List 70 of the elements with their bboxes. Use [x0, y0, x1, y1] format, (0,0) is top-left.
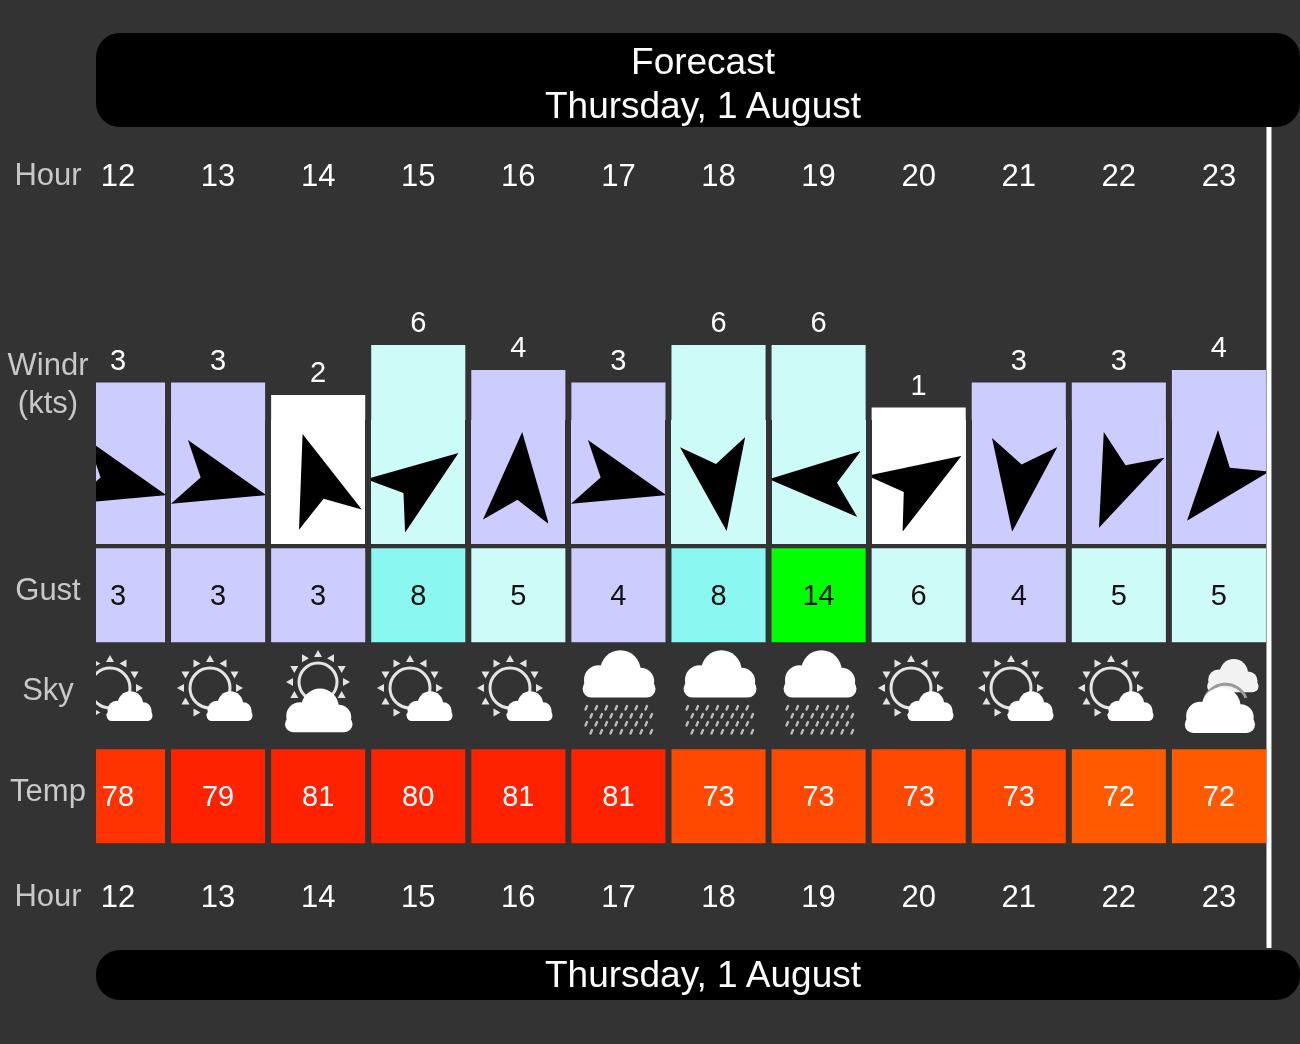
x-axis-title: Hour	[13, 156, 83, 194]
x-tick-label: 23	[1201, 878, 1237, 914]
x-tick-label: 17	[601, 878, 636, 914]
x-tick-label: 21	[1001, 878, 1036, 914]
data-label: 72	[1102, 780, 1135, 813]
data-label: 8	[410, 579, 427, 612]
data-label: 78	[101, 780, 135, 813]
data-label: 3	[109, 343, 127, 376]
x-tick-label: 13	[200, 878, 236, 914]
x-tick-label: 19	[801, 158, 836, 193]
data-label: 3	[1110, 343, 1127, 376]
data-label: 3	[1010, 343, 1027, 376]
data-label: 72	[1202, 780, 1236, 813]
data-label: 8	[710, 579, 727, 612]
data-label: 4	[1010, 579, 1027, 612]
x-tick-label: 18	[701, 878, 736, 914]
x-tick-label: 16	[501, 158, 536, 193]
x-tick-label: 16	[501, 878, 536, 914]
data-label: 3	[210, 343, 227, 376]
title-banner: Forecast Thursday, 1 August	[96, 33, 1300, 127]
data-label: 1	[910, 368, 927, 401]
x-tick-label: 23	[1201, 158, 1237, 193]
footer-banner: Thursday, 1 August	[96, 950, 1300, 1000]
data-label: 73	[702, 780, 735, 813]
data-label: 6	[410, 306, 427, 338]
data-label: 6	[810, 306, 827, 338]
data-label: 5	[1110, 579, 1127, 612]
data-label: 80	[402, 780, 435, 813]
data-label: 81	[502, 780, 535, 813]
x-tick-label: 12	[100, 878, 136, 914]
data-label: 79	[201, 780, 235, 813]
x-tick-label: 21	[1001, 158, 1036, 193]
x-tick-label: 12	[100, 158, 136, 193]
x-tick-label: 19	[801, 878, 836, 914]
data-label: 81	[302, 780, 335, 813]
x-tick-label: 15	[401, 878, 436, 914]
x-tick-label: 20	[901, 878, 936, 914]
x-tick-label: 22	[1101, 158, 1137, 193]
x-tick-label: 14	[300, 878, 336, 914]
data-label: 6	[910, 579, 927, 612]
data-label: 14	[802, 579, 835, 612]
data-label: 2	[310, 356, 327, 388]
data-label: 3	[310, 579, 327, 612]
y-tick-label: Sky	[22, 672, 75, 708]
x-axis-title: Hour	[13, 877, 83, 915]
data-label: 3	[610, 343, 627, 376]
chart-subtitle: Thursday, 1 August	[543, 84, 863, 128]
y-axis-title: Windr (kts)	[6, 346, 90, 422]
data-label: 73	[1002, 780, 1035, 813]
data-label: 4	[610, 579, 627, 612]
x-tick-label: 13	[200, 158, 236, 193]
y-tick-label: Gust	[15, 571, 82, 607]
data-label: 73	[902, 780, 935, 813]
y-tick-label: Temp	[10, 772, 86, 808]
data-label: 4	[510, 331, 527, 363]
data-label: 6	[710, 306, 727, 338]
x-tick-label: 20	[901, 158, 936, 193]
data-label: 81	[602, 780, 635, 813]
data-label: 73	[802, 780, 835, 813]
x-tick-label: 18	[701, 158, 736, 193]
data-label: 3	[210, 579, 227, 612]
data-label: 5	[510, 579, 527, 612]
data-label: 3	[109, 579, 127, 612]
x-tick-label: 14	[300, 158, 336, 193]
data-label: 5	[1210, 579, 1227, 612]
data-label: 4	[1210, 331, 1227, 363]
x-tick-label: 17	[601, 158, 636, 193]
x-tick-label: 15	[401, 158, 436, 193]
x-tick-label: 22	[1101, 878, 1137, 914]
chart-title: Forecast	[630, 40, 776, 84]
